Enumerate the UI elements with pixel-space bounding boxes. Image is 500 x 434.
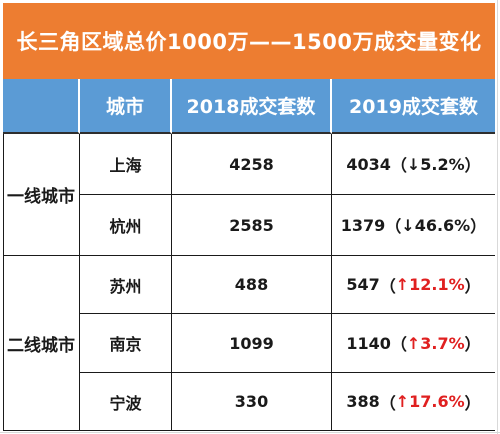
value-2019-cell: 1379 （↓ 46.6%）	[332, 195, 495, 256]
paren-close: ）	[464, 276, 481, 296]
paren-open: （	[390, 156, 407, 175]
header-2018: 2018成交套数	[172, 79, 332, 134]
table-border	[3, 134, 4, 431]
value-2018-cell: 1099	[172, 314, 332, 373]
data-table: 长三角区域总价1000万——1500万成交量变化 城市 2018成交套数 201…	[3, 3, 495, 431]
value-2019-cell: 547 （↑ 12.1%）	[332, 256, 495, 314]
value-2019: 4034	[346, 154, 391, 174]
value-2019-cell: 388 （↑ 17.6%）	[332, 373, 495, 431]
header-group-cell	[3, 79, 80, 134]
city-cell: 杭州	[80, 195, 172, 256]
paren-open: （	[385, 217, 402, 236]
group-tier1: 一线城市	[3, 134, 80, 256]
value-2019: 1379	[340, 215, 386, 235]
change-percent: 3.7%	[420, 333, 465, 353]
value-2019: 1140	[346, 333, 391, 353]
paren-close: ）	[464, 393, 481, 413]
value-2018-cell: 2585	[172, 195, 332, 256]
value-2019: 547	[346, 275, 380, 294]
group-tier2: 二线城市	[3, 256, 80, 431]
value-2019-cell: 1140 （↑ 3.7%）	[332, 314, 495, 373]
value-2018-cell: 488	[172, 256, 332, 314]
value-2019: 388	[346, 392, 380, 411]
arrow-up-icon: ↑	[406, 333, 421, 353]
change-percent: 12.1%	[409, 275, 465, 294]
arrow-up-icon: ↑	[395, 392, 410, 411]
city-cell: 宁波	[80, 373, 172, 431]
value-2018-cell: 330	[172, 373, 332, 431]
change-percent: 5.2%	[420, 154, 465, 174]
value-2018-cell: 4258	[172, 134, 332, 195]
table-title: 长三角区域总价1000万——1500万成交量变化	[3, 3, 495, 79]
city-cell: 南京	[80, 314, 172, 373]
paren-close: ）	[464, 335, 481, 354]
arrow-up-icon: ↑	[395, 275, 410, 294]
change-percent: 17.6%	[409, 392, 465, 411]
header-2019: 2019成交套数	[332, 79, 495, 134]
value-2019-cell: 4034 （↓ 5.2%）	[332, 134, 495, 195]
paren-close: ）	[464, 156, 481, 175]
arrow-down-icon: ↓	[406, 154, 421, 174]
paren-open: （	[390, 335, 407, 354]
paren-close: ）	[470, 217, 487, 236]
header-city: 城市	[80, 79, 172, 134]
gridline	[0, 432, 500, 433]
arrow-down-icon: ↓	[401, 215, 415, 235]
paren-open: （	[379, 393, 396, 413]
change-percent: 46.6%	[414, 215, 471, 235]
gridline	[497, 0, 498, 434]
paren-open: （	[379, 276, 396, 296]
city-cell: 上海	[80, 134, 172, 195]
city-cell: 苏州	[80, 256, 172, 314]
